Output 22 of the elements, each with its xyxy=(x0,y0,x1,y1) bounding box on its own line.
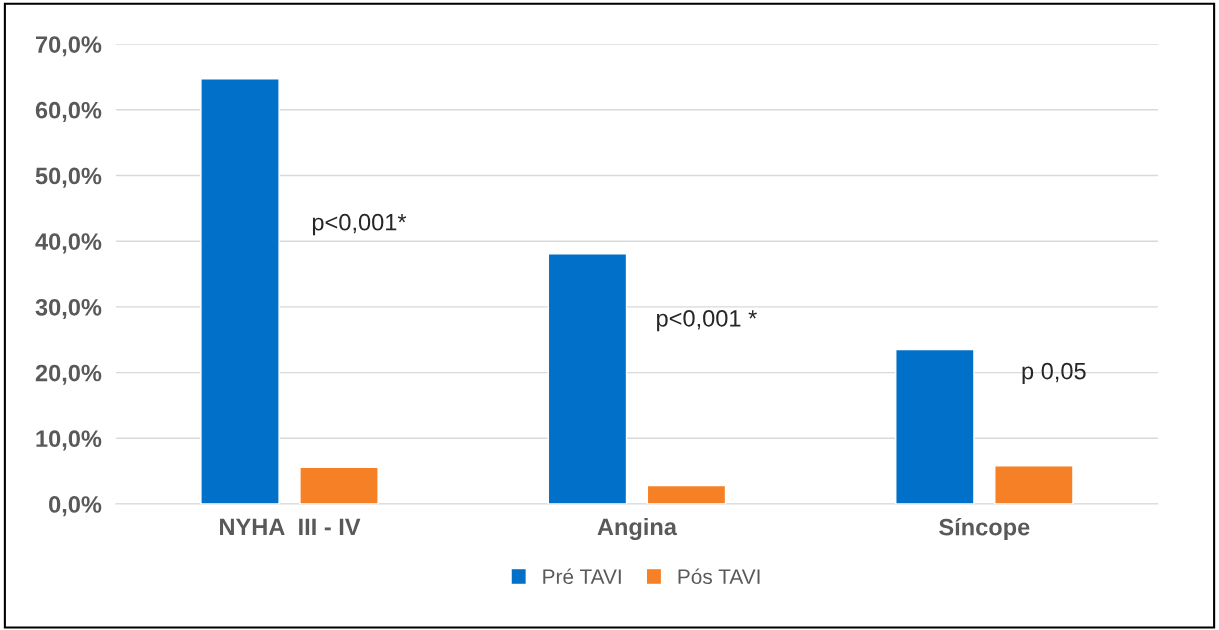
legend-label: Pós TAVI xyxy=(678,568,760,585)
y-tick-label: 30,0% xyxy=(35,298,102,320)
bar xyxy=(895,348,975,504)
x-tick-label: Angina xyxy=(597,517,678,540)
bar xyxy=(200,78,280,504)
y-tick-label: 0,0% xyxy=(49,496,102,517)
bar xyxy=(994,465,1074,504)
x-tick-label: Síncope xyxy=(939,517,1030,541)
y-tick-label: 70,0% xyxy=(35,36,102,57)
y-tick-label: 40,0% xyxy=(35,233,102,254)
annotation: p 0,05 xyxy=(1022,362,1086,385)
y-tick-label: 60,0% xyxy=(35,101,102,123)
y-tick-label: 50,0% xyxy=(35,167,102,188)
annotation: p<0,001* xyxy=(312,213,407,236)
annotation: p<0,001 * xyxy=(657,309,757,332)
legend-label: Pré TAVI xyxy=(543,568,621,585)
x-tick-label: NYHA III - IV xyxy=(220,518,361,535)
bar xyxy=(646,484,727,504)
bar xyxy=(299,466,379,504)
y-tick-label: 10,0% xyxy=(36,430,102,451)
y-tick-label: 20,0% xyxy=(35,364,102,385)
bar xyxy=(547,252,628,504)
